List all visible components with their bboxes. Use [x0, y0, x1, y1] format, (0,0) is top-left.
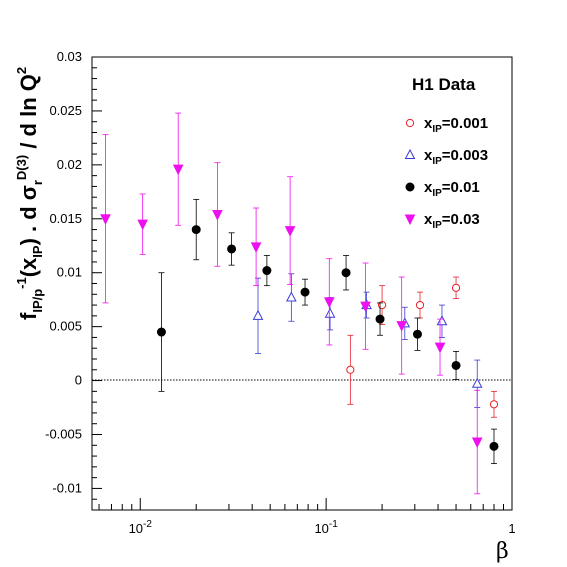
y-tick-label: 0.025: [49, 103, 82, 118]
data-point: [412, 329, 422, 339]
legend-marker: [404, 148, 416, 159]
data-point: [451, 360, 461, 370]
legend-label: xIP=0.03: [424, 211, 480, 231]
legend-marker: [405, 118, 415, 128]
data-point: [286, 291, 297, 302]
legend-label-main: x: [424, 115, 433, 132]
legend: H1 Data xIP=0.001xIP=0.003xIP=0.01xIP=0.…: [404, 75, 488, 231]
data-point: [360, 301, 371, 313]
legend-label: xIP=0.01: [424, 179, 480, 199]
x-tick-base: 10: [129, 521, 143, 536]
legend-label-main: x: [424, 211, 433, 228]
y-tick-label: 0.02: [57, 157, 82, 172]
data-point: [323, 297, 335, 308]
data-point: [284, 226, 296, 237]
y-tick-label: -0.005: [45, 427, 82, 442]
data-point: [375, 314, 385, 324]
y-tick-label: 0.01: [57, 265, 82, 280]
data-point: [489, 441, 499, 451]
data-point: [396, 321, 408, 332]
data-point: [451, 283, 461, 292]
ylabel-paren-close: ) . d σ: [16, 185, 41, 245]
data-point: [191, 225, 201, 235]
legend-label-rest: =0.03: [442, 211, 480, 228]
series-3: [100, 112, 483, 495]
plot-frame: [91, 56, 513, 511]
legend-marker: [405, 182, 415, 192]
y-tick-label: -0.01: [52, 480, 82, 495]
data-point: [156, 327, 166, 337]
ylabel-rest-sup: 2: [14, 67, 29, 74]
x-tick-base: 10: [314, 521, 328, 536]
ylabel-sigma-sup: D(3): [14, 155, 29, 180]
x-tick-label: 1: [508, 521, 515, 536]
data-point: [137, 219, 148, 231]
y-tick-label: 0.03: [57, 49, 82, 64]
axis-ticks: [92, 56, 513, 511]
x-tick-exp: -1: [329, 519, 338, 530]
ylabel-main-sub: IP/p: [30, 289, 45, 313]
data-point: [489, 400, 499, 409]
legend-label-sub: IP: [432, 220, 442, 231]
x-axis-label: β: [496, 539, 509, 564]
legend-label-rest: =0.003: [442, 147, 488, 164]
ylabel-sigma-sub: r: [30, 180, 45, 185]
data-point: [250, 242, 262, 253]
y-tick-label: 0.005: [49, 319, 82, 334]
series-2: [156, 198, 499, 465]
data-point: [252, 309, 264, 320]
data-point: [262, 266, 272, 276]
legend-label-sub: IP: [432, 156, 442, 167]
data-point: [471, 437, 483, 449]
data-point: [212, 209, 223, 221]
legend-marker: [404, 214, 416, 226]
ylabel-rest: / d ln Q: [16, 74, 41, 155]
data-point: [227, 244, 237, 254]
legend-label: xIP=0.001: [424, 115, 488, 135]
data-point: [341, 268, 351, 278]
legend-title: H1 Data: [412, 75, 476, 94]
data-point: [471, 377, 483, 388]
y-axis-label: fIP/p-1(xIP) . d σrD(3) / d ln Q2: [14, 67, 45, 320]
ylabel-main-sup: -1: [14, 277, 29, 289]
data-point: [324, 307, 336, 318]
legend-label-main: x: [424, 179, 433, 196]
ylabel-main: f: [16, 312, 41, 320]
y-tick-labels: -0.01 -0.005 0 0.005 0.01 0.015 0.02 0.025 0.03: [45, 49, 82, 495]
ylabel-paren-sub: IP: [30, 245, 45, 258]
data-point: [172, 164, 184, 176]
data-point: [100, 214, 111, 225]
data-series: [100, 112, 499, 495]
legend-label-sub: IP: [432, 124, 442, 135]
legend-label-sub: IP: [432, 188, 442, 199]
data-point: [300, 287, 310, 297]
x-tick-exp: -2: [143, 519, 152, 530]
x-tick-base: 1: [508, 521, 515, 536]
data-point: [434, 342, 446, 354]
legend-label-rest: =0.01: [442, 179, 480, 196]
x-tick-label: 10-2: [129, 519, 153, 536]
y-tick-label: 0.015: [49, 211, 82, 226]
legend-label: xIP=0.003: [424, 147, 488, 167]
ylabel-paren-open: (x: [16, 257, 41, 277]
data-point: [346, 365, 355, 374]
series-0: [346, 276, 499, 418]
x-tick-label: 10-1: [314, 519, 338, 536]
legend-label-rest: =0.001: [442, 115, 488, 132]
data-point: [415, 300, 425, 310]
legend-label-main: x: [424, 147, 433, 164]
x-tick-labels: 10-2 10-1 1: [129, 519, 516, 536]
y-tick-label: 0: [75, 373, 82, 388]
